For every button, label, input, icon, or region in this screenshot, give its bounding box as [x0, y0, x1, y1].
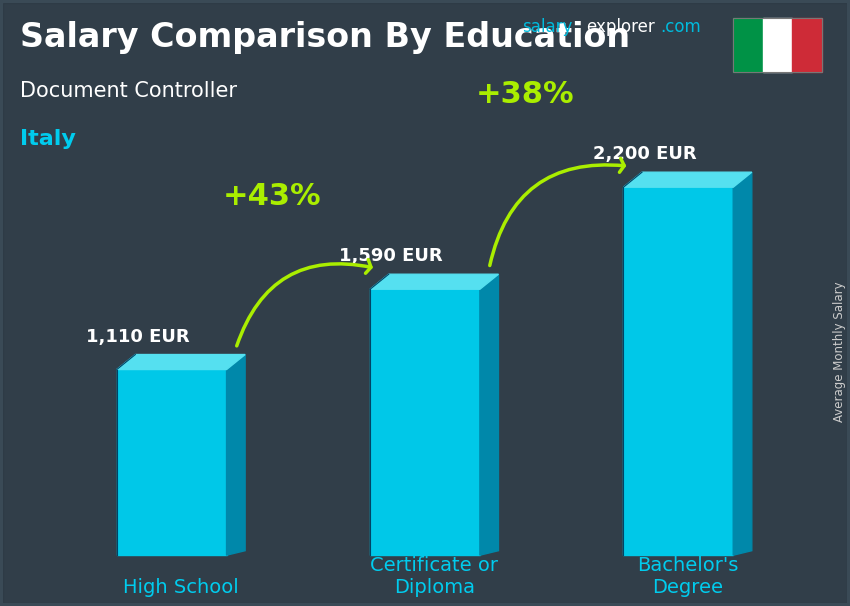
Polygon shape: [227, 355, 245, 555]
Text: Document Controller: Document Controller: [20, 81, 236, 101]
Text: +43%: +43%: [223, 182, 321, 211]
Text: explorer: explorer: [586, 18, 655, 36]
Text: 1,110 EUR: 1,110 EUR: [86, 327, 190, 345]
Polygon shape: [116, 370, 227, 555]
Text: Average Monthly Salary: Average Monthly Salary: [833, 281, 846, 422]
Bar: [734, 18, 822, 72]
Text: Salary Comparison By Education: Salary Comparison By Education: [20, 21, 630, 54]
Text: 1,590 EUR: 1,590 EUR: [339, 247, 443, 265]
Polygon shape: [370, 289, 480, 555]
Bar: [762, 18, 792, 72]
Text: High School: High School: [123, 578, 239, 598]
Bar: [792, 18, 822, 72]
Bar: [734, 18, 762, 72]
Text: 2,200 EUR: 2,200 EUR: [592, 145, 696, 163]
Text: Bachelor's
Degree: Bachelor's Degree: [637, 556, 739, 598]
Text: Certificate or
Diploma: Certificate or Diploma: [371, 556, 498, 598]
Text: +38%: +38%: [476, 79, 575, 108]
Polygon shape: [623, 187, 734, 555]
Text: salary: salary: [522, 18, 573, 36]
Text: .com: .com: [660, 18, 701, 36]
Polygon shape: [480, 275, 498, 555]
Polygon shape: [623, 172, 751, 187]
Polygon shape: [734, 172, 751, 555]
Polygon shape: [116, 355, 245, 370]
Text: Italy: Italy: [20, 129, 76, 149]
Polygon shape: [370, 275, 498, 289]
